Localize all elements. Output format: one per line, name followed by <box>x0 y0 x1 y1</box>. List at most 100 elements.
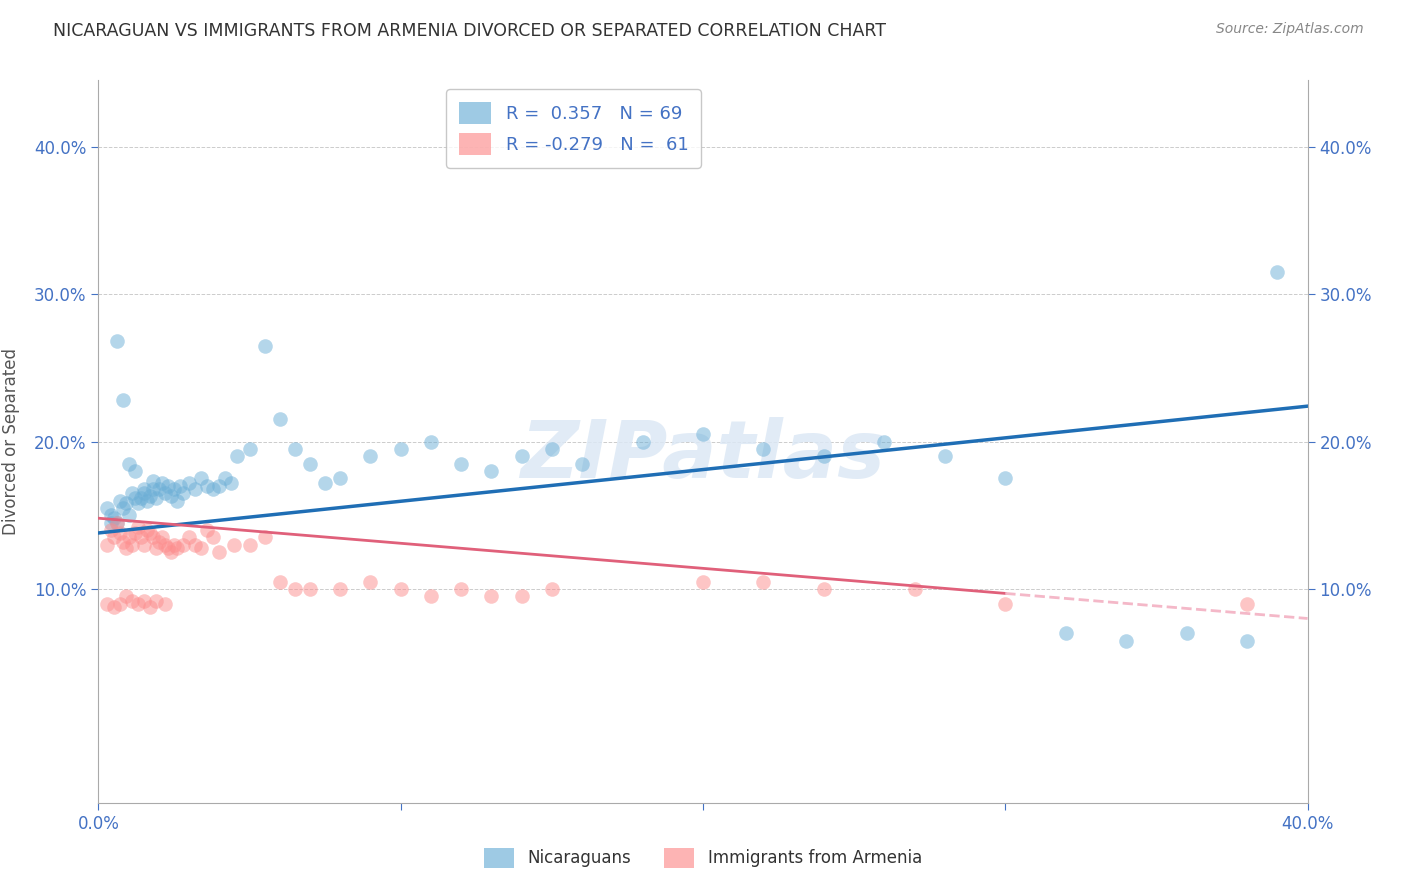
Point <box>108 525 131 540</box>
Point <box>202 530 225 544</box>
Text: ZIPatlas: ZIPatlas <box>520 417 886 495</box>
Text: NICARAGUAN VS IMMIGRANTS FROM ARMENIA DIVORCED OR SEPARATED CORRELATION CHART: NICARAGUAN VS IMMIGRANTS FROM ARMENIA DI… <box>53 22 886 40</box>
Point <box>934 450 956 464</box>
Point <box>135 493 157 508</box>
Point <box>114 590 136 604</box>
Point <box>111 500 134 515</box>
Point <box>127 597 149 611</box>
Point <box>172 486 194 500</box>
Point <box>100 516 122 530</box>
Point <box>108 597 131 611</box>
Point <box>1054 626 1077 640</box>
Point <box>160 545 183 559</box>
Point <box>124 491 146 505</box>
Point <box>420 434 443 449</box>
Point <box>105 334 128 349</box>
Point <box>994 471 1017 485</box>
Point <box>96 597 118 611</box>
Point <box>150 530 173 544</box>
Point <box>118 508 141 523</box>
Point <box>114 541 136 555</box>
Point <box>163 482 186 496</box>
Point <box>1115 633 1137 648</box>
Point <box>118 457 141 471</box>
Text: Source: ZipAtlas.com: Source: ZipAtlas.com <box>1216 22 1364 37</box>
Point <box>148 482 170 496</box>
Point <box>111 534 134 549</box>
Point <box>253 339 276 353</box>
Point <box>121 594 143 608</box>
Point <box>221 475 243 490</box>
Point <box>389 582 412 596</box>
Point <box>139 525 162 540</box>
Point <box>132 482 155 496</box>
Point <box>160 489 183 503</box>
Point <box>631 434 654 449</box>
Point <box>226 450 249 464</box>
Point <box>148 534 170 549</box>
Point <box>329 582 352 596</box>
Point <box>450 582 472 596</box>
Point <box>142 530 165 544</box>
Point <box>132 538 155 552</box>
Point <box>329 471 352 485</box>
Point <box>153 597 176 611</box>
Point <box>190 471 212 485</box>
Point <box>153 486 176 500</box>
Point <box>127 496 149 510</box>
Point <box>208 545 231 559</box>
Point <box>540 442 562 456</box>
Point <box>752 574 775 589</box>
Point <box>813 582 835 596</box>
Point <box>299 457 322 471</box>
Point <box>108 493 131 508</box>
Point <box>139 489 162 503</box>
Point <box>190 541 212 555</box>
Point <box>142 482 165 496</box>
Point <box>172 538 194 552</box>
Point <box>510 450 533 464</box>
Point <box>163 538 186 552</box>
Point <box>111 393 134 408</box>
Point <box>96 500 118 515</box>
Point <box>224 538 246 552</box>
Point <box>139 599 162 614</box>
Point <box>284 582 307 596</box>
Point <box>202 482 225 496</box>
Point <box>129 530 152 544</box>
Point <box>132 594 155 608</box>
Point <box>239 538 262 552</box>
Point <box>150 475 173 490</box>
Point <box>145 491 167 505</box>
Point <box>184 538 207 552</box>
Point <box>179 530 201 544</box>
Point <box>239 442 262 456</box>
Point <box>269 412 291 426</box>
Point <box>214 471 236 485</box>
Point <box>994 597 1017 611</box>
Point <box>1267 265 1289 279</box>
Point <box>166 493 188 508</box>
Point <box>873 434 896 449</box>
Point <box>540 582 562 596</box>
Point <box>813 450 835 464</box>
Point <box>105 516 128 530</box>
Legend: R =  0.357   N = 69, R = -0.279   N =  61: R = 0.357 N = 69, R = -0.279 N = 61 <box>446 89 702 168</box>
Point <box>103 599 125 614</box>
Point <box>752 442 775 456</box>
Point <box>103 511 125 525</box>
Point <box>692 427 714 442</box>
Point <box>360 450 382 464</box>
Point <box>124 525 146 540</box>
Point <box>571 457 593 471</box>
Point <box>299 582 322 596</box>
Point <box>124 464 146 478</box>
Point <box>284 442 307 456</box>
Point <box>114 496 136 510</box>
Point <box>121 486 143 500</box>
Point <box>127 520 149 534</box>
Point <box>269 574 291 589</box>
Point <box>420 590 443 604</box>
Point <box>135 523 157 537</box>
Point <box>156 479 179 493</box>
